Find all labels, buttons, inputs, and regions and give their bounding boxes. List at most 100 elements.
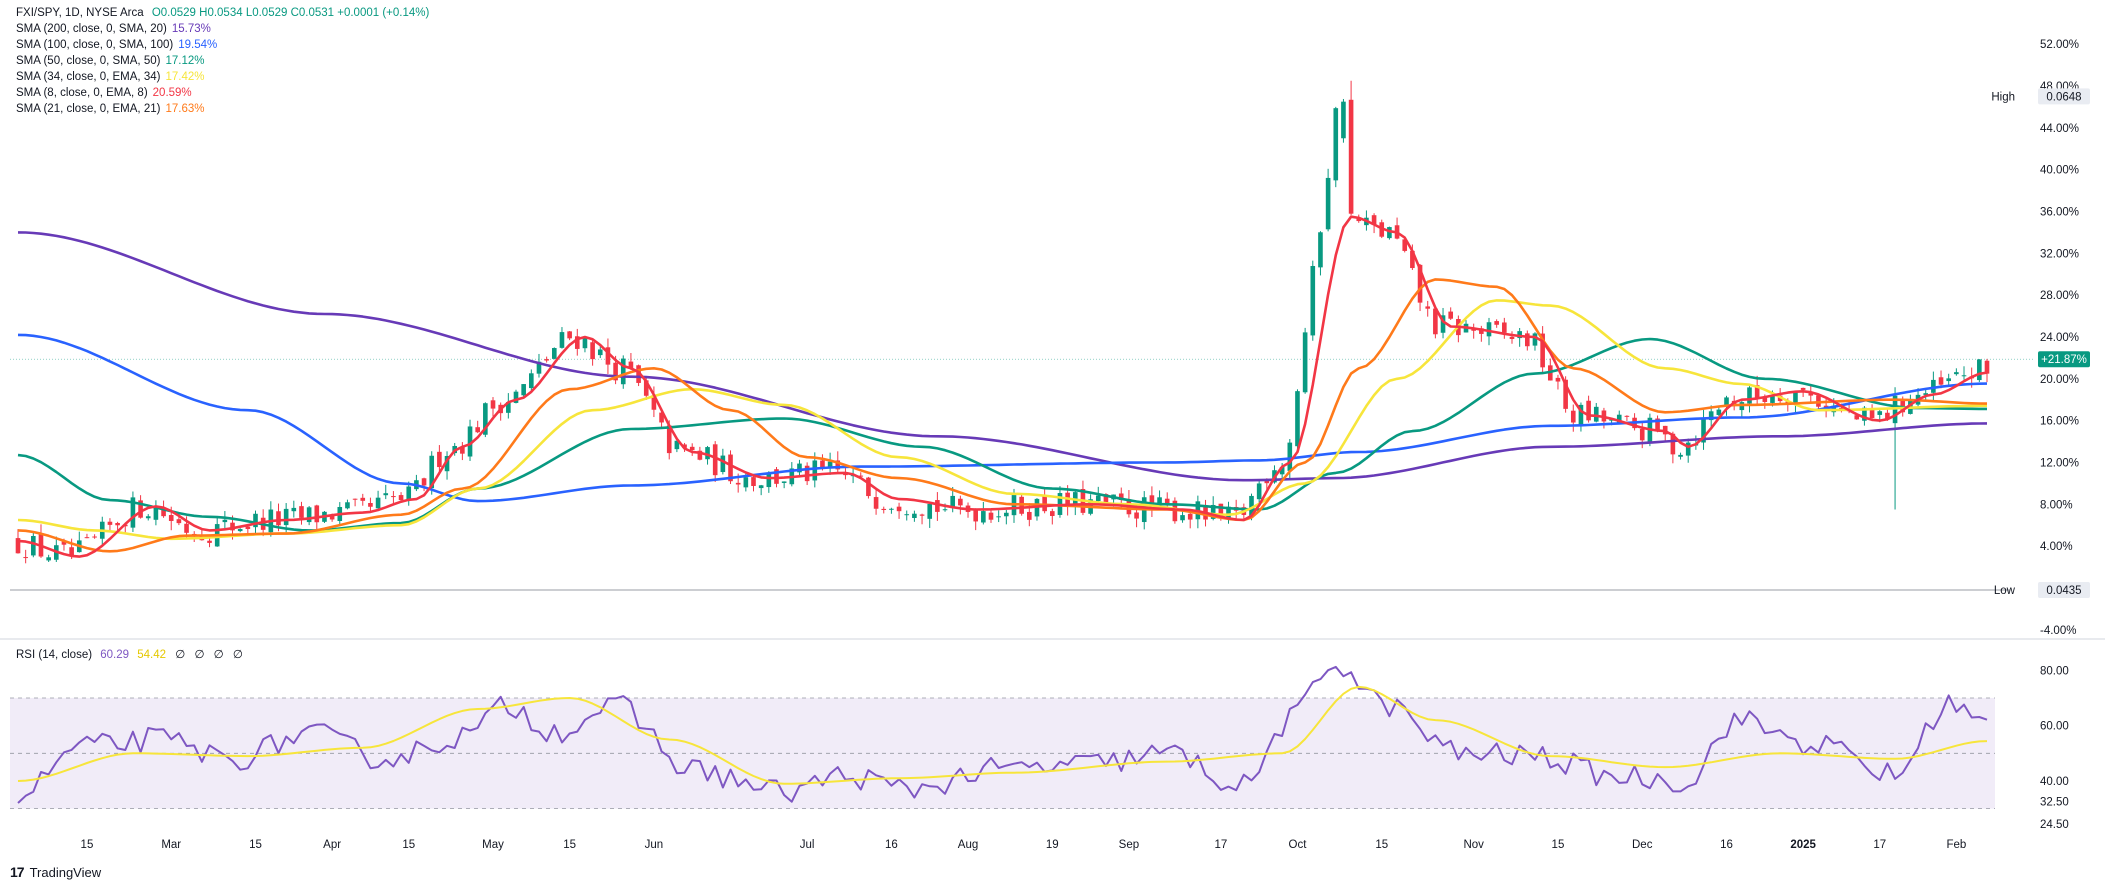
candle bbox=[1808, 385, 1814, 403]
candle-body bbox=[1486, 322, 1492, 337]
candle bbox=[1348, 80, 1354, 216]
candle-body bbox=[1747, 387, 1752, 404]
candle-body bbox=[1218, 503, 1224, 517]
indicator-value: 17.12% bbox=[165, 55, 205, 67]
candle bbox=[84, 533, 90, 539]
candle-body bbox=[1540, 333, 1545, 368]
candle bbox=[889, 507, 894, 514]
indicator-row[interactable]: SMA (8, close, 0, EMA, 8) 20.59% bbox=[16, 85, 429, 101]
candle bbox=[1302, 327, 1308, 394]
rsi-legend[interactable]: RSI (14, close) 60.29 54.42 ∅ ∅ ∅ ∅ bbox=[16, 647, 246, 661]
candle-body bbox=[720, 455, 726, 473]
rsi-value: 60.29 bbox=[100, 649, 130, 661]
candle-body bbox=[1095, 495, 1101, 502]
y-tick-label: 4.00% bbox=[2040, 541, 2073, 553]
y-tick-label: 24.00% bbox=[2040, 332, 2079, 344]
candle bbox=[299, 501, 304, 525]
candle-body bbox=[1701, 417, 1706, 443]
indicator-row[interactable]: SMA (34, close, 0, EMA, 34) 17.42% bbox=[16, 69, 429, 85]
candle-body bbox=[1509, 336, 1515, 339]
rsi-ma-value: 54.42 bbox=[137, 649, 167, 661]
x-tick-label: 15 bbox=[81, 839, 94, 851]
candle-body bbox=[161, 508, 166, 517]
candle bbox=[1716, 406, 1722, 416]
candle bbox=[345, 499, 350, 510]
candle bbox=[1502, 317, 1507, 339]
candle bbox=[751, 474, 756, 492]
candle-body bbox=[1279, 467, 1285, 475]
x-tick-label: 15 bbox=[402, 839, 415, 851]
candle-body bbox=[1164, 498, 1170, 504]
candle bbox=[597, 345, 603, 359]
candle bbox=[368, 497, 373, 513]
x-tick-label: May bbox=[482, 839, 504, 851]
candle-body bbox=[1440, 315, 1446, 333]
rsi-panel[interactable] bbox=[10, 665, 1995, 810]
candle-body bbox=[1049, 511, 1055, 516]
candle bbox=[636, 364, 641, 387]
candle bbox=[237, 528, 243, 533]
candle-body bbox=[988, 512, 994, 520]
candle-body bbox=[544, 359, 549, 361]
candle-body bbox=[1800, 387, 1806, 390]
candle-body bbox=[582, 338, 588, 349]
series-line-0 bbox=[17, 231, 1988, 482]
candle-body bbox=[1923, 393, 1929, 395]
candle-body bbox=[460, 447, 465, 454]
candle-body bbox=[804, 465, 810, 482]
y-tick-label: -4.00% bbox=[2040, 625, 2076, 637]
candle-body bbox=[398, 495, 404, 501]
candle-body bbox=[1448, 311, 1454, 319]
candle bbox=[1532, 332, 1538, 351]
current-marker: +21.87% bbox=[2038, 351, 2090, 368]
candle-body bbox=[728, 454, 733, 482]
candle-body bbox=[283, 508, 289, 526]
symbol-label[interactable]: FXI/SPY, 1D, NYSE Arca bbox=[16, 7, 144, 19]
candle-body bbox=[712, 444, 718, 476]
candle bbox=[927, 501, 933, 528]
indicator-value: 17.63% bbox=[165, 103, 205, 115]
candle-body bbox=[291, 507, 297, 512]
candle-body bbox=[253, 513, 258, 528]
y-tick-label: 20.00% bbox=[2040, 374, 2079, 386]
indicator-row[interactable]: SMA (50, close, 0, SMA, 50) 17.12% bbox=[16, 53, 429, 69]
candle-body bbox=[981, 511, 986, 523]
candle bbox=[1310, 260, 1316, 341]
x-tick-label: Nov bbox=[1463, 839, 1484, 851]
candle-body bbox=[107, 521, 113, 525]
candle bbox=[1387, 226, 1392, 240]
indicator-row[interactable]: SMA (200, close, 0, SMA, 20) 15.73% bbox=[16, 21, 429, 37]
candle-body bbox=[1333, 108, 1339, 181]
candle-body bbox=[375, 497, 381, 509]
candle bbox=[467, 419, 473, 461]
y-tick-label: 12.00% bbox=[2040, 457, 2079, 469]
candle bbox=[551, 347, 557, 360]
indicator-label: SMA (34, close, 0, EMA, 34) bbox=[16, 71, 161, 83]
tradingview-footer[interactable]: 17 TradingView bbox=[10, 864, 101, 880]
symbol-row[interactable]: FXI/SPY, 1D, NYSE Arca O0.0529 H0.0534 L… bbox=[16, 5, 429, 21]
candle bbox=[1670, 431, 1676, 464]
series-line-2 bbox=[17, 337, 1987, 532]
candle-body bbox=[942, 509, 948, 511]
indicator-row[interactable]: SMA (21, close, 0, EMA, 21) 17.63% bbox=[16, 101, 429, 117]
candle bbox=[1494, 319, 1499, 328]
candle-body bbox=[1149, 495, 1155, 509]
candle-body bbox=[1325, 177, 1331, 230]
candle-body bbox=[1578, 404, 1584, 427]
price-panel[interactable] bbox=[10, 80, 2035, 591]
candle-body bbox=[1938, 377, 1944, 385]
candle-body bbox=[643, 380, 649, 396]
rsi-label[interactable]: RSI (14, close) bbox=[16, 649, 93, 661]
candle-body bbox=[1042, 495, 1047, 512]
high-marker: High 0.0648 bbox=[1991, 88, 2090, 105]
indicator-row[interactable]: SMA (100, close, 0, SMA, 100) 19.54% bbox=[16, 37, 429, 53]
candle bbox=[1394, 217, 1400, 240]
x-tick-label: 16 bbox=[1720, 839, 1733, 851]
candle-body bbox=[1869, 409, 1875, 418]
candle-body bbox=[559, 332, 565, 348]
candle-body bbox=[467, 426, 473, 457]
candle-body bbox=[1854, 415, 1860, 420]
candle-body bbox=[230, 522, 235, 531]
candle-body bbox=[391, 496, 396, 498]
